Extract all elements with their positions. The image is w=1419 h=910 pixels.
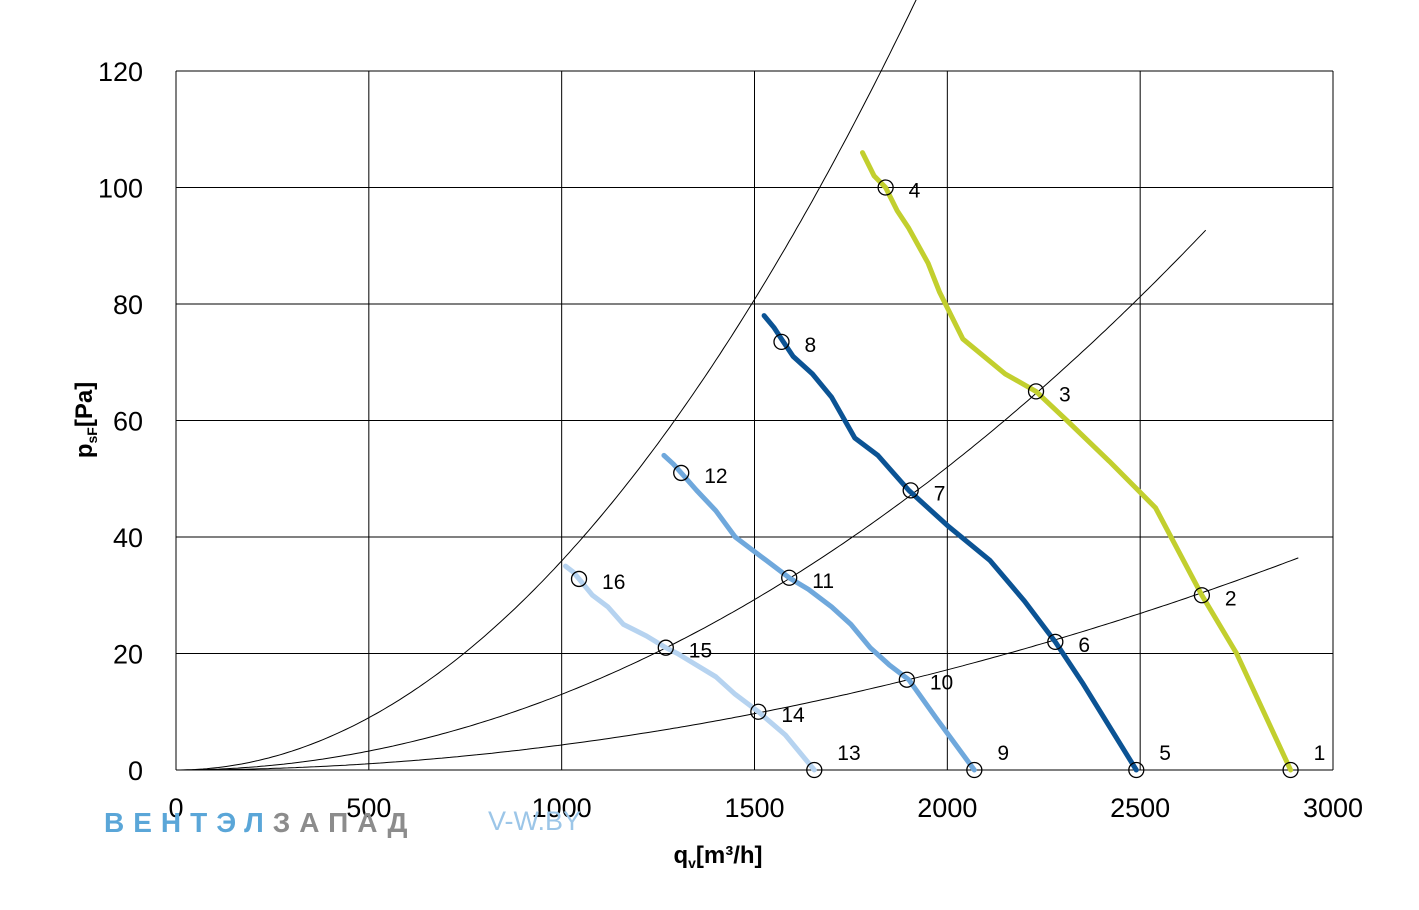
y-axis-subscript: sF <box>84 427 100 444</box>
operating-point-label: 2 <box>1225 587 1237 610</box>
watermark-brand-part1: ВЕНТЭЛ <box>104 807 273 838</box>
operating-point-label: 10 <box>930 672 953 695</box>
x-tick-label: 2000 <box>917 793 977 823</box>
operating-point-label: 9 <box>997 742 1009 765</box>
operating-point-label: 7 <box>934 482 946 505</box>
y-axis-ticks: 0 20 40 60 80 100 120 <box>98 57 143 786</box>
watermark-brand-part2: ЗАПАД <box>273 807 417 838</box>
y-axis-symbol: p <box>71 444 98 459</box>
operating-point-label: 6 <box>1078 634 1090 657</box>
x-tick-label: 0 <box>168 793 183 823</box>
x-axis-unit: [m³/h] <box>696 842 763 869</box>
operating-point-marker <box>570 570 588 588</box>
operating-point-label: 14 <box>781 704 805 727</box>
x-tick-label: 2500 <box>1110 793 1170 823</box>
operating-point-label: 12 <box>704 465 727 488</box>
x-tick-label: 500 <box>346 793 391 823</box>
y-tick-label: 120 <box>98 57 143 87</box>
operating-point-marker <box>1128 761 1145 779</box>
system-curves <box>176 0 1299 771</box>
grid-lines <box>175 70 1334 771</box>
operating-point-marker <box>1047 633 1064 650</box>
operating-point-marker <box>1282 761 1299 779</box>
operating-point-label: 13 <box>837 742 860 765</box>
operating-point-label: 3 <box>1059 383 1071 406</box>
y-tick-label: 80 <box>113 290 143 320</box>
operating-point-marker <box>657 639 674 656</box>
x-tick-label: 1500 <box>724 793 784 823</box>
x-tick-label: 1000 <box>532 793 592 823</box>
x-tick-label: 3000 <box>1303 793 1363 823</box>
operating-point-marker <box>902 482 919 499</box>
watermark-brand: ВЕНТЭЛЗАПАД <box>104 807 416 838</box>
system-curve <box>176 229 1207 771</box>
operating-point-label: 16 <box>602 571 625 594</box>
y-tick-label: 20 <box>113 640 143 670</box>
watermark-site: V-W.BY <box>488 806 581 836</box>
y-tick-label: 40 <box>113 523 143 553</box>
system-curve <box>176 557 1299 771</box>
fan-curve-line <box>661 452 977 773</box>
y-axis-unit: [Pa] <box>71 382 98 427</box>
y-tick-label: 60 <box>113 407 143 437</box>
system-curve <box>176 0 917 771</box>
x-axis-symbol: q <box>673 842 688 869</box>
operating-point-marker <box>877 179 894 196</box>
x-axis-label: qv[m³/h] <box>673 842 762 871</box>
operating-point-marker <box>966 761 983 779</box>
fan-curve-line <box>860 150 1294 773</box>
y-tick-label: 0 <box>128 756 143 786</box>
operating-point-marker <box>750 703 767 720</box>
operating-point-marker <box>806 761 823 779</box>
x-axis-subscript: v <box>688 855 696 871</box>
x-axis-ticks: 0 500 1000 1500 2000 2500 3000 <box>168 793 1363 823</box>
operating-point-label: 15 <box>689 640 712 663</box>
operating-point-marker <box>898 671 915 688</box>
operating-point-label: 1 <box>1314 742 1326 765</box>
y-tick-label: 100 <box>98 174 143 204</box>
operating-point-label: 5 <box>1159 742 1171 765</box>
operating-point-marker <box>1193 587 1211 604</box>
operating-point-marker <box>781 569 798 586</box>
fan-curve-line <box>761 313 1139 773</box>
operating-point-label: 4 <box>909 180 921 203</box>
watermark-logo: ВЕНТЭЛЗАПАД V-W.BY <box>104 806 581 838</box>
operating-point-marker <box>773 333 790 351</box>
operating-point-label: 11 <box>812 570 834 593</box>
operating-point-marker <box>1027 383 1045 400</box>
fan-curves <box>563 150 1294 773</box>
operating-point-marker <box>673 464 690 482</box>
y-axis-label: psF[Pa] <box>71 382 100 458</box>
operating-point-label: 8 <box>804 334 816 357</box>
